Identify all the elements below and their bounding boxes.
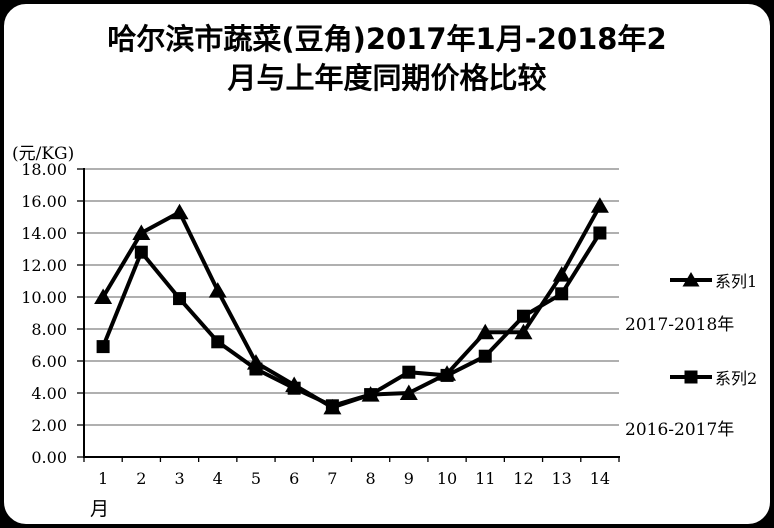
series2-marker [96,340,110,354]
series1-marker [132,224,151,240]
series2-marker [134,245,148,259]
legend-label-series2: 系列2 [715,369,758,388]
x-tick-label: 6 [289,469,299,488]
legend-period-series2: 2016-2017年 [625,420,735,440]
y-tick-label: 4.00 [31,384,67,403]
x-tick-label: 1 [98,469,108,488]
chart-title-line2: 月与上年度同期价格比较 [227,61,547,95]
series2-marker [211,335,225,349]
series2-marker [173,292,187,306]
chart-title: 哈尔滨市蔬菜(豆角)2017年1月-2018年2 月与上年度同期价格比较 [4,20,770,98]
y-tick-label: 10.00 [21,288,67,307]
series1-marker [170,203,189,220]
series2-marker [478,349,492,363]
series2-marker [325,399,339,413]
x-tick-label: 12 [513,469,533,488]
legend-label-series1: 系列1 [715,272,758,291]
series2-marker [249,362,263,376]
x-tick-label: 4 [213,469,223,488]
x-tick-label: 7 [327,469,337,488]
legend-entry-series2: 系列2 [670,365,757,389]
series1-marker [514,323,533,340]
series2-marker [440,368,454,382]
y-tick-label: 8.00 [31,320,67,339]
x-tick-label: 11 [475,469,495,488]
series1-marker [552,266,571,282]
x-tick-label: 5 [251,469,261,488]
series2-line [101,231,602,408]
x-tick-label: 9 [404,469,414,488]
legend-entry-series1: 系列1 [670,268,757,292]
y-tick-label: 0.00 [31,448,67,467]
series1-legend-marker-icon [670,272,712,287]
series1-marker [476,323,495,340]
y-tick-label: 16.00 [21,192,67,211]
series2-marker [516,309,530,323]
series2-marker [287,381,301,395]
series2-marker [593,226,607,240]
plot-area: 18.0016.0014.0012.0010.008.006.004.002.0… [21,160,620,488]
y-axis-unit-label: (元/KG) [12,144,75,164]
legend-period-series1: 2017-2018年 [625,315,735,335]
x-tick-label: 10 [437,469,457,488]
y-tick-label: 6.00 [31,352,67,371]
x-tick-label: 2 [136,469,146,488]
series2-legend-marker-icon [670,370,712,384]
y-tick-label: 18.00 [21,160,67,179]
series1-marker [208,282,227,298]
x-tick-label: 13 [551,469,571,488]
x-tick-label: 14 [590,469,610,488]
series2-marker [364,388,378,402]
series2-marker [555,287,569,301]
series1-marker [94,288,113,304]
series1-marker [399,384,418,400]
y-tick-label: 2.00 [31,416,67,435]
x-tick-label: 3 [174,469,184,488]
x-tick-label: 8 [366,469,376,488]
series1-marker [590,197,609,213]
series1-line [101,204,602,410]
series2-marker [402,365,416,379]
y-tick-label: 14.00 [21,224,67,243]
chart-title-line1: 哈尔滨市蔬菜(豆角)2017年1月-2018年2 [107,22,667,56]
y-tick-label: 12.00 [21,256,67,275]
x-axis-title: 月 [90,498,110,520]
